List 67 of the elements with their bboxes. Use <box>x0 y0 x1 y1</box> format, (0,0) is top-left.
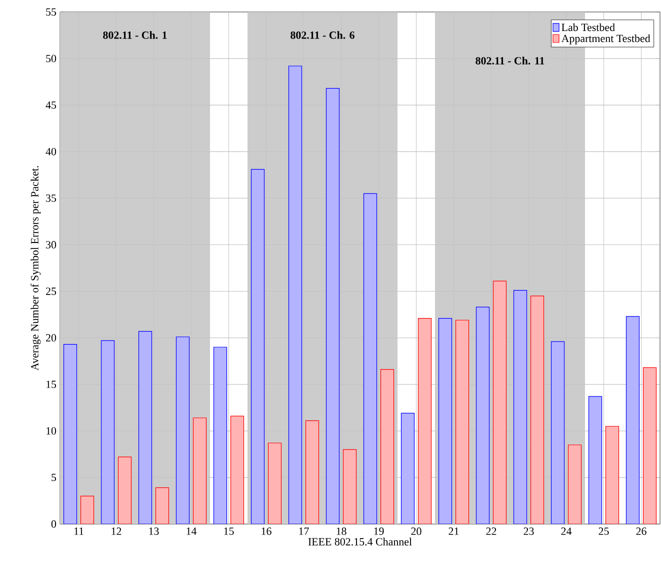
bar <box>230 416 244 524</box>
y-tick-label: 10 <box>46 427 56 435</box>
bar <box>155 487 170 524</box>
bar <box>513 290 528 524</box>
y-tick-label: 50 <box>46 54 56 62</box>
bar <box>176 336 190 524</box>
bar <box>63 344 78 524</box>
x-tick-label: 21 <box>448 528 459 535</box>
bar <box>80 496 94 524</box>
y-tick-label: 25 <box>46 288 56 295</box>
bar <box>380 369 394 524</box>
band-label: 802.11 - Ch. 1 <box>103 31 167 39</box>
x-tick-label: 14 <box>186 528 197 535</box>
bar <box>642 367 657 524</box>
x-tick-label: 20 <box>411 528 422 535</box>
bar <box>326 88 340 524</box>
y-tick-label: 0 <box>51 520 56 528</box>
bar <box>626 316 640 524</box>
bar <box>192 418 207 524</box>
bar <box>400 412 415 524</box>
x-tick-label: 25 <box>598 528 609 535</box>
bar <box>550 341 565 524</box>
legend-label: Lab Testbed <box>562 23 615 32</box>
bar <box>213 346 228 524</box>
y-tick-label: 15 <box>46 380 56 388</box>
bar <box>250 169 265 524</box>
x-tick-label: 13 <box>149 528 159 535</box>
bar <box>455 320 470 524</box>
x-tick-label: 11 <box>74 528 84 535</box>
y-tick-label: 30 <box>46 241 56 248</box>
bar <box>476 306 490 524</box>
y-tick-label: 20 <box>46 334 56 342</box>
bar <box>605 426 620 524</box>
y-tick-label: 5 <box>52 474 56 482</box>
bar <box>438 318 452 524</box>
x-tick-label: 22 <box>486 528 496 535</box>
x-tick-label: 26 <box>636 528 646 535</box>
bar <box>568 444 582 524</box>
y-tick-label: 35 <box>46 194 56 202</box>
band-label: 802.11 - Ch. 6 <box>290 31 354 39</box>
bar <box>530 296 544 524</box>
y-tick-label: 55 <box>46 8 56 16</box>
bar <box>100 340 115 524</box>
legend-label: Appartment Testbed <box>561 34 650 44</box>
bar <box>588 396 602 524</box>
bar <box>268 442 282 524</box>
y-tick-label: 45 <box>46 101 56 109</box>
x-tick-label: 15 <box>224 528 234 535</box>
x-tick-label: 17 <box>299 528 309 535</box>
bar <box>418 318 432 524</box>
x-tick-label: 18 <box>336 528 346 535</box>
bar <box>118 456 132 524</box>
bar <box>363 193 378 524</box>
bar <box>492 280 507 524</box>
x-axis-title: IEEE 802.15.4 Channel <box>308 538 412 546</box>
y-tick-label: 40 <box>46 148 56 156</box>
x-tick-label: 12 <box>112 528 122 535</box>
bar <box>138 331 152 524</box>
x-tick-label: 23 <box>524 528 534 535</box>
bar <box>288 66 302 524</box>
y-axis-title: Average Number of Symbol Errors per Packet. <box>30 166 41 370</box>
x-tick-label: 24 <box>561 528 572 535</box>
x-tick-label: 16 <box>262 528 272 535</box>
bar <box>305 420 320 524</box>
band-label: 802.11 - Ch. 11 <box>476 56 544 65</box>
bar <box>342 449 357 524</box>
x-tick-label: 19 <box>374 528 384 535</box>
